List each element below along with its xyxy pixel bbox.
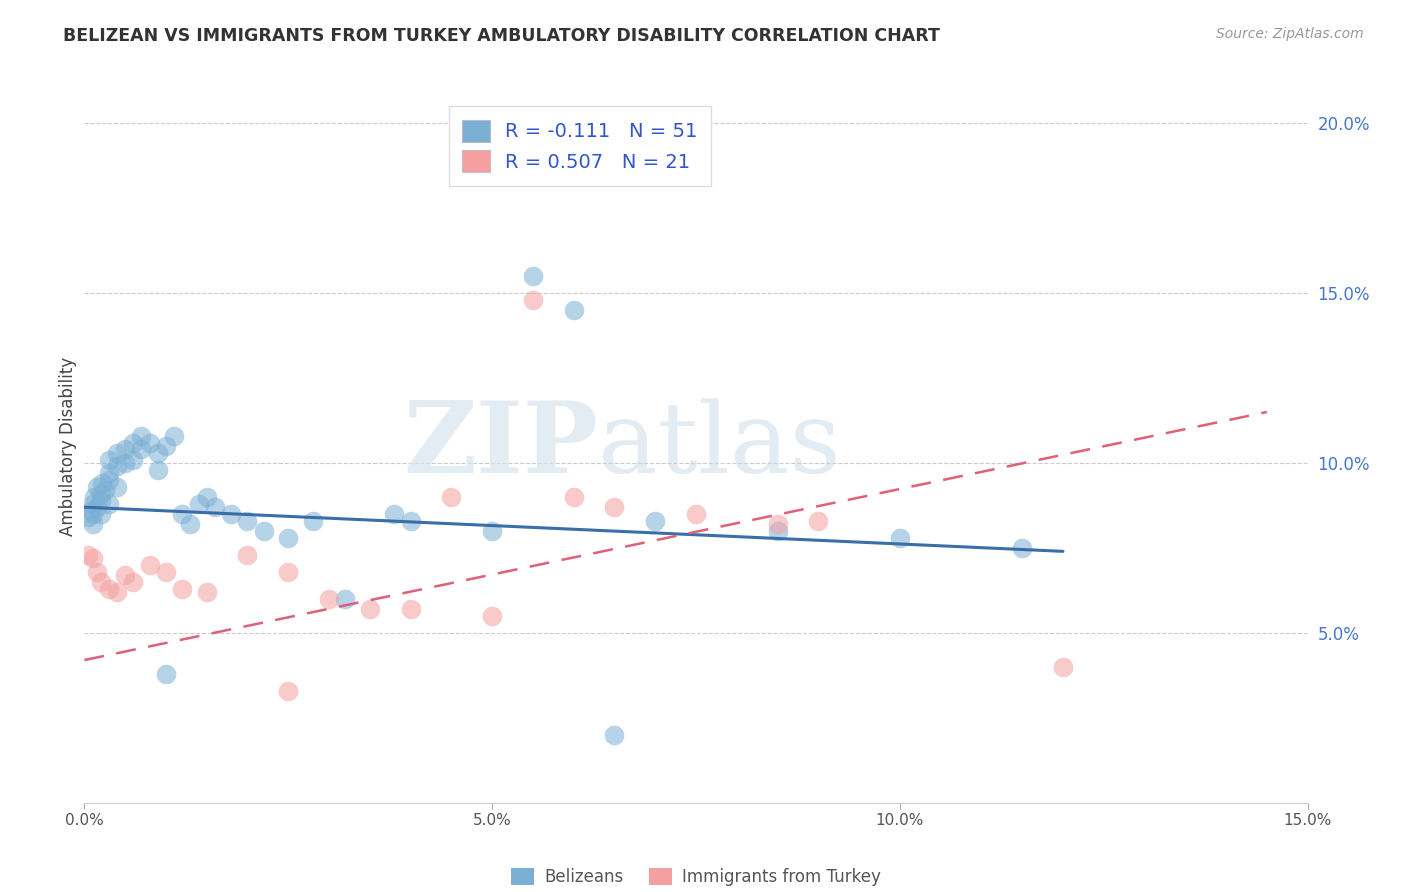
Point <box>114 442 136 457</box>
Point <box>179 517 201 532</box>
Point <box>146 463 169 477</box>
Text: atlas: atlas <box>598 398 841 494</box>
Point <box>97 582 120 596</box>
Point <box>277 531 299 545</box>
Point <box>82 551 104 566</box>
Point <box>277 565 299 579</box>
Point <box>114 568 136 582</box>
Point <box>86 480 108 494</box>
Point <box>172 507 194 521</box>
Point <box>97 452 120 467</box>
Point <box>187 497 209 511</box>
Point <box>236 548 259 562</box>
Point <box>644 514 666 528</box>
Point <box>219 507 242 521</box>
Point <box>131 442 153 457</box>
Text: Source: ZipAtlas.com: Source: ZipAtlas.com <box>1216 27 1364 41</box>
Point <box>399 602 422 616</box>
Point <box>86 565 108 579</box>
Point <box>86 500 108 515</box>
Point <box>91 476 114 491</box>
Text: BELIZEAN VS IMMIGRANTS FROM TURKEY AMBULATORY DISABILITY CORRELATION CHART: BELIZEAN VS IMMIGRANTS FROM TURKEY AMBUL… <box>63 27 941 45</box>
Point <box>301 514 323 528</box>
Point <box>236 514 259 528</box>
Point <box>562 303 585 318</box>
Point <box>155 439 177 453</box>
Point <box>163 429 186 443</box>
Point <box>105 585 128 599</box>
Point <box>90 507 112 521</box>
Point <box>90 486 112 500</box>
Point <box>97 473 120 487</box>
Point <box>138 435 160 450</box>
Point <box>1011 541 1033 555</box>
Point <box>766 517 789 532</box>
Point <box>90 493 112 508</box>
Point <box>277 683 299 698</box>
Point <box>93 483 115 498</box>
Point <box>889 531 911 545</box>
Point <box>172 582 194 596</box>
Point <box>80 503 103 517</box>
Point <box>603 500 626 515</box>
Y-axis label: Ambulatory Disability: Ambulatory Disability <box>59 357 77 535</box>
Legend: Belizeans, Immigrants from Turkey: Belizeans, Immigrants from Turkey <box>505 861 887 892</box>
Point <box>77 510 100 524</box>
Point <box>766 524 789 538</box>
Point <box>105 446 128 460</box>
Point <box>562 490 585 504</box>
Point <box>481 608 503 623</box>
Point <box>122 574 145 589</box>
Point <box>114 456 136 470</box>
Point <box>204 500 226 515</box>
Point <box>522 293 544 307</box>
Point <box>131 429 153 443</box>
Point <box>138 558 160 572</box>
Point <box>382 507 405 521</box>
Point <box>685 507 707 521</box>
Point <box>146 446 169 460</box>
Point <box>155 565 177 579</box>
Point <box>90 574 112 589</box>
Point <box>522 269 544 284</box>
Point <box>195 490 218 504</box>
Point <box>807 514 830 528</box>
Point <box>77 548 100 562</box>
Point <box>105 480 128 494</box>
Point <box>82 517 104 532</box>
Point <box>253 524 276 538</box>
Point <box>399 514 422 528</box>
Point <box>603 728 626 742</box>
Point <box>155 666 177 681</box>
Text: ZIP: ZIP <box>404 398 598 494</box>
Point <box>83 490 105 504</box>
Point <box>82 507 104 521</box>
Point <box>97 466 120 480</box>
Point <box>122 435 145 450</box>
Point <box>122 452 145 467</box>
Point <box>1052 660 1074 674</box>
Point <box>82 497 104 511</box>
Point <box>105 459 128 474</box>
Point <box>481 524 503 538</box>
Point <box>440 490 463 504</box>
Point <box>318 591 340 606</box>
Point <box>97 497 120 511</box>
Point <box>195 585 218 599</box>
Point <box>359 602 381 616</box>
Point <box>335 591 357 606</box>
